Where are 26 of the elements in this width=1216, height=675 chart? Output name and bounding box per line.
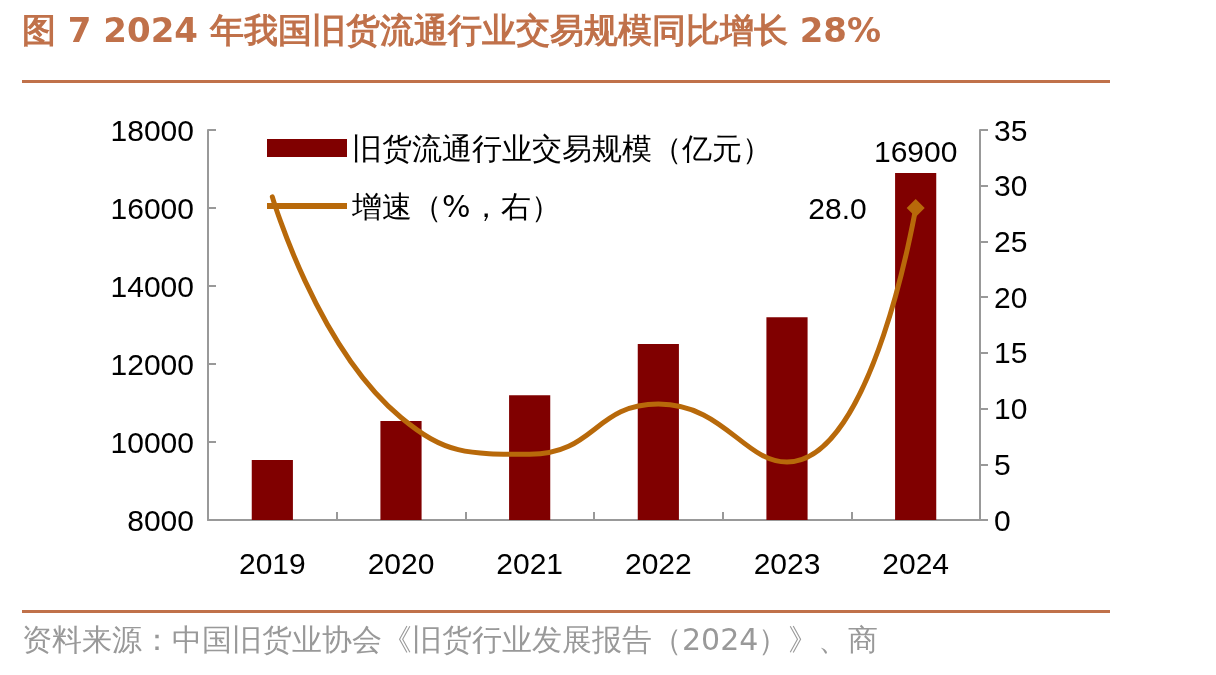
y2-tick-label: 0	[994, 503, 1011, 537]
y2-tick-label: 5	[994, 447, 1011, 481]
y-tick-label: 10000	[110, 425, 194, 459]
legend-label: 旧货流通行业交易规模（亿元）	[352, 130, 772, 166]
y-tick-label: 18000	[110, 113, 194, 147]
y2-tick-label: 30	[994, 169, 1028, 203]
legend-label: 增速（%，右）	[351, 188, 561, 224]
x-tick-label: 2022	[624, 546, 692, 580]
y2-tick-label: 35	[994, 113, 1028, 147]
y2-tick-label: 25	[994, 224, 1028, 258]
text: 资料来源：中国旧货业协会《旧货行业发展报告（2024）》、商	[22, 621, 879, 659]
y-tick-label: 12000	[110, 347, 194, 381]
y2-tick-label: 10	[994, 392, 1028, 426]
x-tick-label: 2020	[367, 546, 435, 580]
y2-tick-label: 15	[994, 336, 1028, 370]
x-tick-label: 2019	[238, 546, 306, 580]
y2-tick-label: 20	[994, 280, 1028, 314]
y-tick-label: 16000	[110, 191, 194, 225]
x-tick-label: 2023	[753, 546, 821, 580]
data-label: 16900	[873, 135, 958, 169]
y-tick-label: 14000	[110, 269, 194, 303]
x-tick-label: 2024	[882, 546, 950, 580]
data-label: 28.0	[808, 191, 867, 225]
x-tick-label: 2021	[496, 546, 564, 580]
y-tick-label: 8000	[127, 503, 194, 537]
chart-title: 图 7 2024 年我国旧货流通行业交易规模同比增长 28%	[22, 9, 882, 52]
